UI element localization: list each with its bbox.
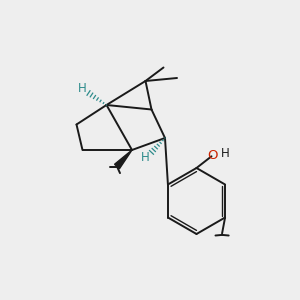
Text: O: O [208,149,218,162]
Text: H: H [77,82,86,95]
Text: H: H [141,151,150,164]
Polygon shape [115,150,132,169]
Text: H: H [220,147,230,161]
